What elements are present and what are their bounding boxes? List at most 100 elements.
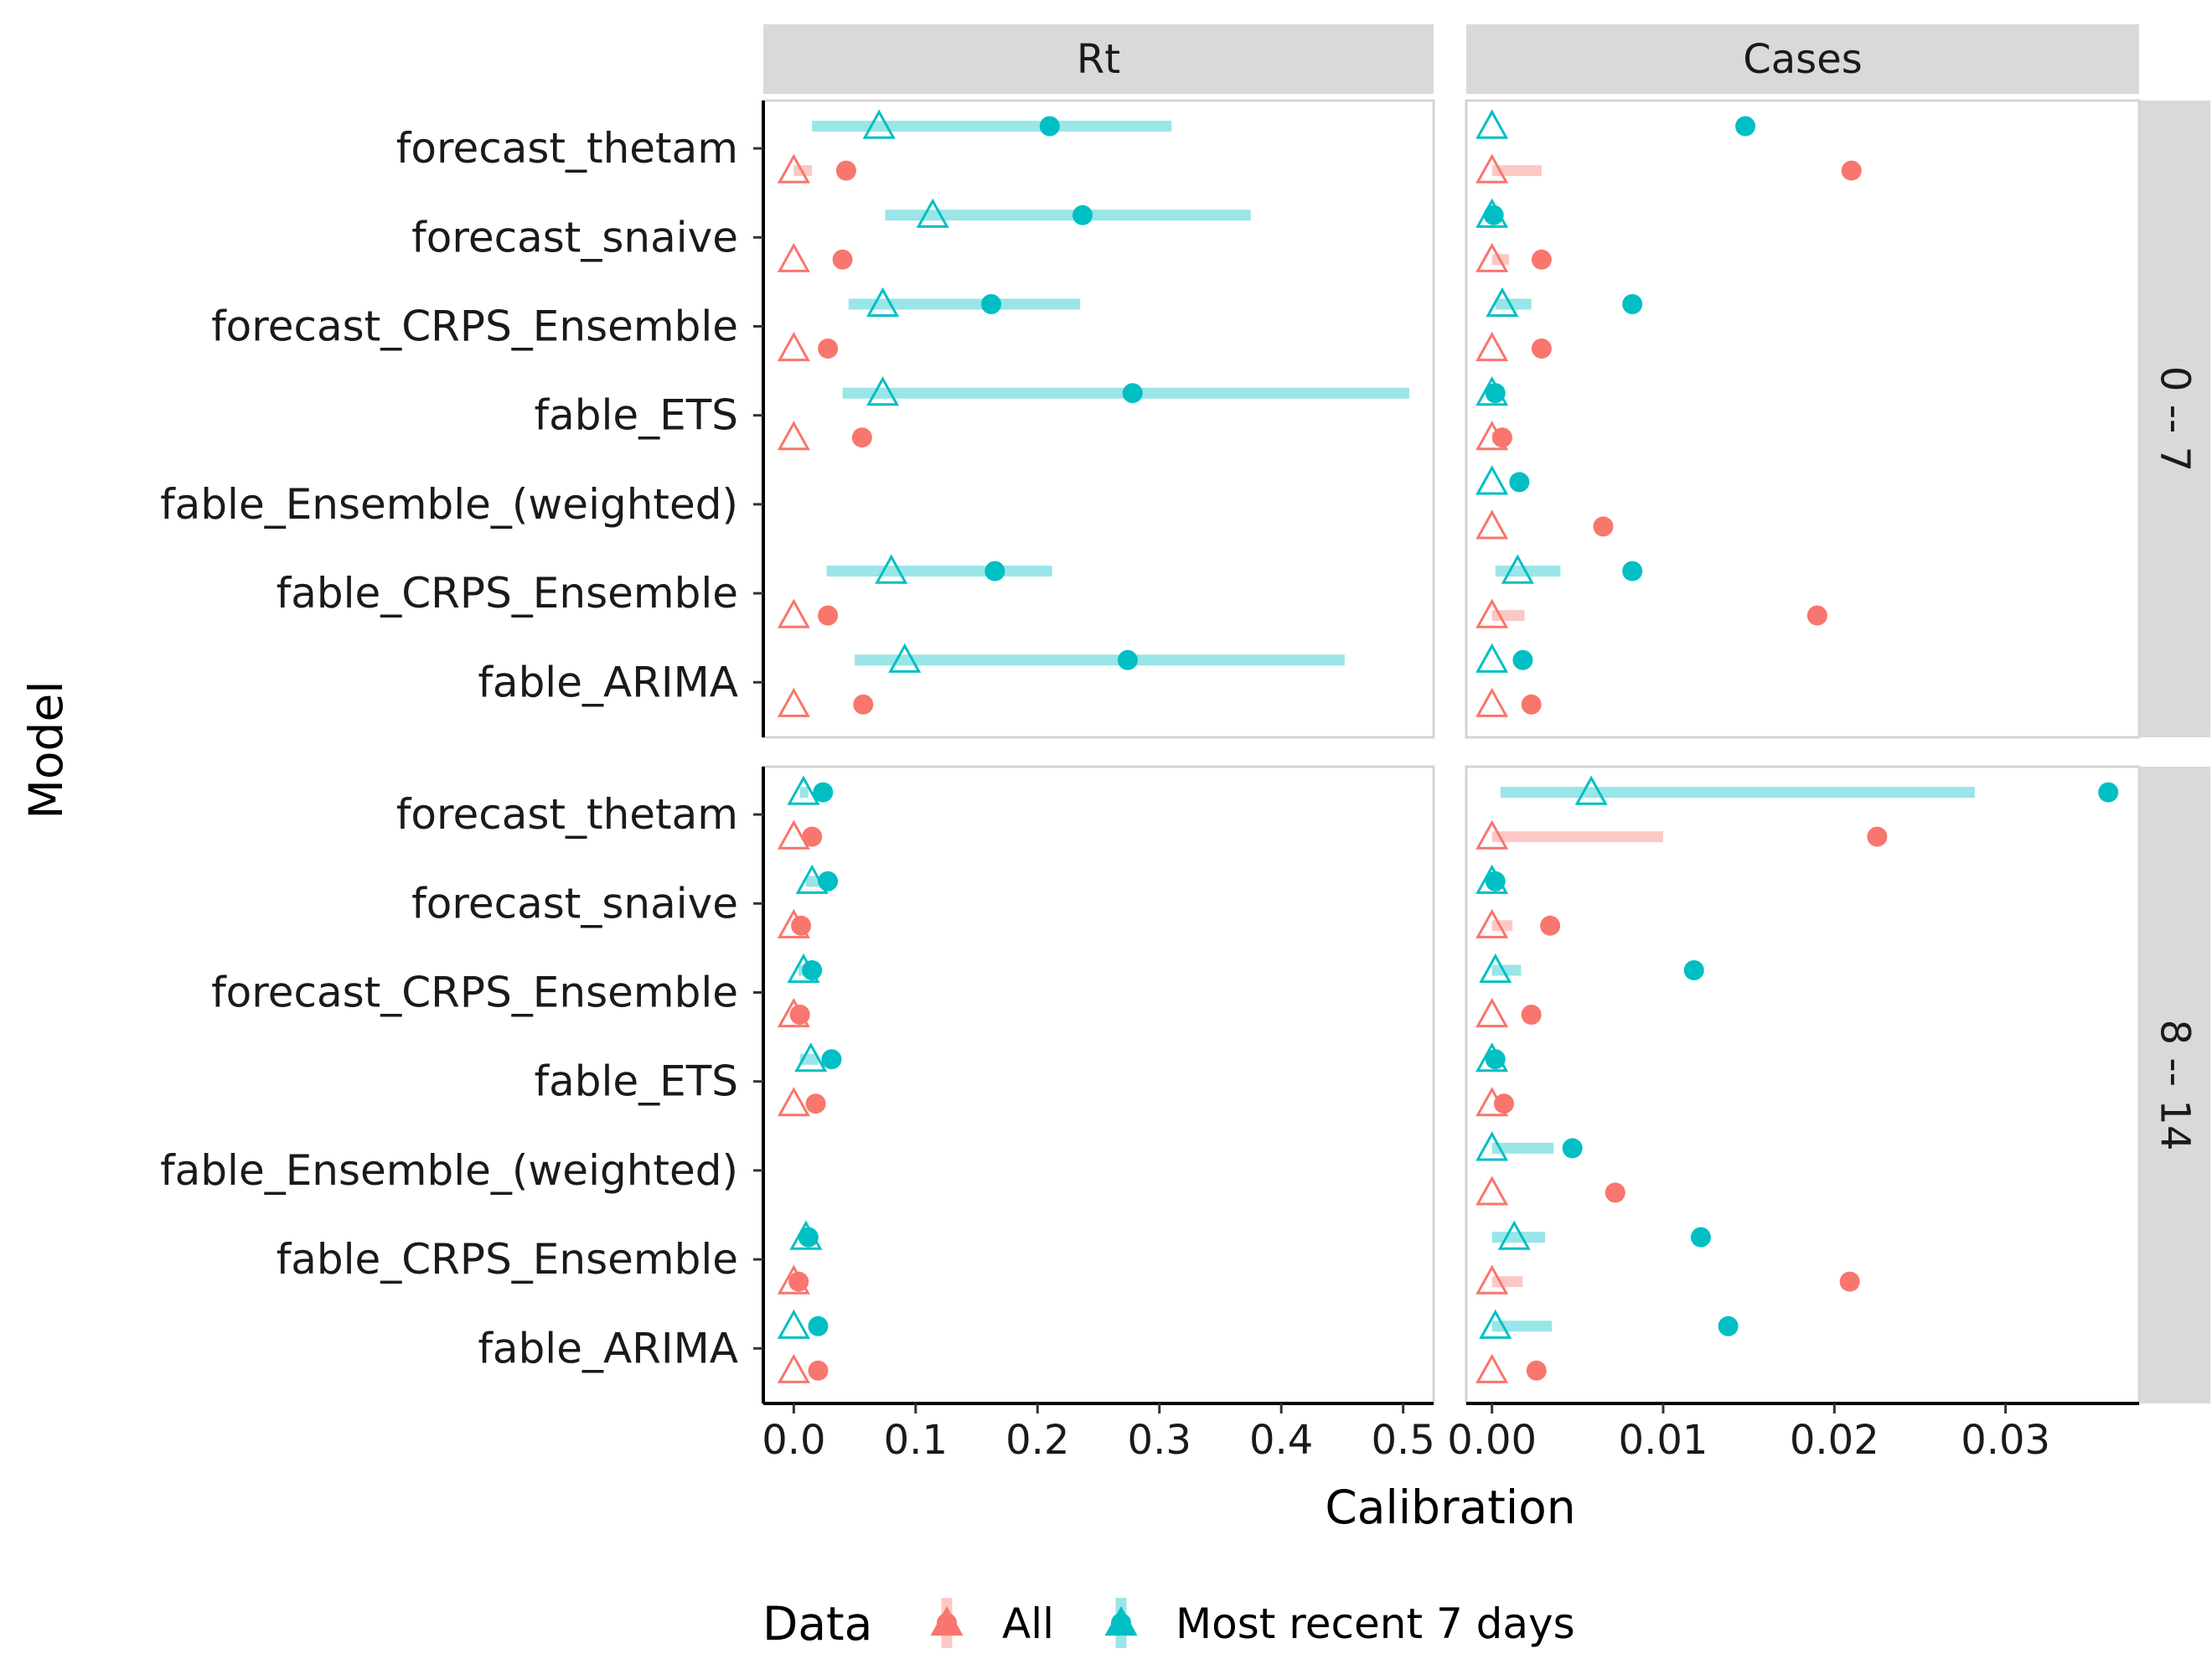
- median-triangle: [916, 198, 949, 228]
- mean-point: [851, 427, 872, 448]
- median-triangle: [777, 331, 810, 362]
- mean-point: [1593, 516, 1614, 537]
- mean-point: [1867, 826, 1888, 847]
- y-tick-label: fable_Ensemble_(weighted): [160, 1146, 738, 1195]
- facet-panels: Rt Cases 0 -- 7 8 -- 14 fable_ARIMA fable_CRP…: [160, 24, 2210, 1464]
- mean-point: [818, 339, 839, 359]
- x-axis-title: Calibration: [1325, 1481, 1575, 1534]
- legend-key-triangle: [1104, 1605, 1138, 1636]
- y-tick-label: fable_Ensemble_(weighted): [160, 480, 738, 529]
- median-triangle: [1476, 198, 1509, 228]
- mean-point: [808, 1360, 829, 1381]
- y-tick-label: fable_ARIMA: [478, 658, 738, 706]
- y-tick-label: forecast_thetam: [396, 124, 738, 173]
- median-triangle: [1476, 465, 1509, 495]
- median-triangle: [777, 421, 810, 451]
- y-tick-label: fable_ETS: [534, 1057, 738, 1106]
- mean-point: [2098, 782, 2119, 803]
- median-triangle: [1501, 554, 1534, 584]
- median-triangle: [777, 153, 810, 183]
- legend-label-recent: Most recent 7 days: [1176, 1600, 1575, 1648]
- median-triangle: [1476, 1176, 1509, 1206]
- mean-point: [813, 782, 834, 803]
- y-tick-label: forecast_snaive: [411, 879, 738, 928]
- median-triangle: [787, 775, 820, 805]
- median-triangle: [777, 1264, 810, 1295]
- y-tick-label: forecast_CRPS_Ensemble: [211, 302, 738, 351]
- x-tick-label: 0.00: [1447, 1417, 1537, 1464]
- median-triangle: [1486, 287, 1519, 318]
- mean-point: [1485, 1049, 1506, 1070]
- row-strip: [2139, 101, 2210, 737]
- panel-border: [762, 99, 1435, 739]
- median-triangle: [1476, 376, 1509, 406]
- mean-point: [1622, 561, 1643, 581]
- median-triangle: [777, 908, 810, 938]
- x-tick-label: 0.1: [884, 1417, 948, 1464]
- median-triangle: [1497, 1220, 1531, 1250]
- median-triangle: [875, 554, 908, 584]
- median-triangle: [794, 1042, 828, 1072]
- x-tick-label: 0.4: [1249, 1417, 1313, 1464]
- y-tick-label: forecast_snaive: [411, 213, 738, 261]
- mean-point: [1493, 1093, 1514, 1114]
- y-tick-label: fable_CRPS_Ensemble: [276, 1235, 738, 1284]
- mean-point: [1485, 871, 1506, 892]
- column-strip-label: Rt: [1077, 36, 1120, 83]
- mean-point: [1512, 649, 1533, 670]
- median-triangle: [777, 598, 810, 628]
- row-strip-label: 0 -- 7: [2152, 366, 2199, 472]
- median-triangle: [866, 376, 900, 406]
- legend-key-triangle: [930, 1605, 964, 1636]
- mean-point: [1483, 204, 1504, 225]
- legend-key-recent: [1104, 1598, 1138, 1648]
- mean-point: [1485, 383, 1506, 404]
- median-triangle: [1476, 421, 1509, 451]
- y-tick-label: fable_ETS: [534, 391, 738, 440]
- mean-point: [1521, 1005, 1542, 1025]
- mean-point: [802, 826, 823, 847]
- panel-border: [762, 765, 1435, 1405]
- y-tick-label: forecast_CRPS_Ensemble: [211, 969, 738, 1017]
- row-strip-label: 8 -- 14: [2152, 1020, 2199, 1151]
- median-triangle: [1479, 1309, 1512, 1339]
- mean-point: [1562, 1138, 1583, 1159]
- y-tick-label: forecast_thetam: [396, 790, 738, 839]
- facet-panel: fable_ARIMA fable_CRPS_Ensemble fable_Ense…: [160, 765, 1435, 1464]
- median-triangle: [777, 242, 810, 272]
- median-triangle: [866, 287, 900, 318]
- mean-point: [1605, 1182, 1625, 1203]
- median-triangle: [1476, 509, 1509, 540]
- x-tick-label: 0.2: [1005, 1417, 1069, 1464]
- mean-point: [1839, 1271, 1860, 1292]
- mean-point: [1622, 294, 1643, 314]
- x-tick-label: 0.3: [1128, 1417, 1191, 1464]
- mean-point: [1117, 649, 1138, 670]
- median-triangle: [1476, 864, 1509, 894]
- median-triangle: [1476, 643, 1509, 673]
- mean-point: [1509, 472, 1530, 493]
- mean-point: [1718, 1315, 1739, 1336]
- mean-point: [1122, 383, 1143, 404]
- mean-point: [1521, 694, 1542, 715]
- median-triangle: [1476, 687, 1509, 717]
- median-triangle: [1476, 819, 1509, 850]
- mean-point: [832, 249, 853, 270]
- mean-point: [805, 1093, 826, 1114]
- median-triangle: [787, 953, 820, 984]
- mean-point: [1841, 160, 1862, 181]
- row-strip: [2139, 767, 2210, 1403]
- median-triangle: [1476, 109, 1509, 139]
- y-tick-label: fable_ARIMA: [478, 1324, 738, 1372]
- y-tick-label: fable_CRPS_Ensemble: [276, 569, 738, 618]
- mean-point: [798, 1227, 819, 1248]
- legend-label-all: All: [1002, 1600, 1054, 1648]
- mean-point: [835, 160, 856, 181]
- mean-point: [1735, 116, 1756, 137]
- median-triangle: [777, 997, 810, 1028]
- column-strip: [763, 24, 1434, 94]
- median-triangle: [1476, 598, 1509, 628]
- x-tick-label: 0.03: [1961, 1417, 2050, 1464]
- mean-point: [1690, 1227, 1711, 1248]
